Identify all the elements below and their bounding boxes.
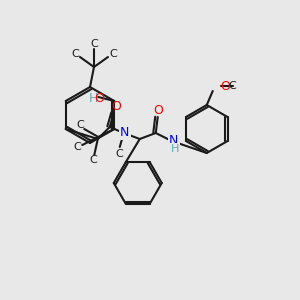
- Text: H: H: [89, 92, 98, 104]
- Text: O: O: [94, 92, 104, 104]
- Text: C: C: [89, 155, 97, 165]
- Text: N: N: [169, 134, 178, 146]
- Text: O: O: [111, 100, 121, 113]
- Text: N: N: [120, 125, 129, 139]
- Text: C: C: [74, 142, 81, 152]
- Text: C: C: [71, 49, 79, 59]
- Text: H: H: [171, 144, 179, 154]
- Text: O: O: [220, 80, 230, 92]
- Text: C: C: [90, 39, 98, 49]
- Text: C: C: [76, 120, 84, 130]
- Text: C: C: [115, 149, 123, 159]
- Text: C: C: [229, 81, 236, 91]
- Text: O: O: [153, 103, 163, 116]
- Text: C: C: [109, 49, 117, 59]
